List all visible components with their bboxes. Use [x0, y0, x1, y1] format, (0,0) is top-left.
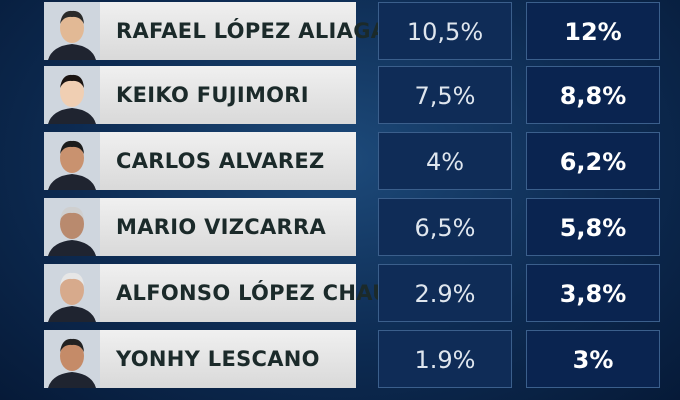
portrait: [44, 330, 100, 388]
poll-value-current: 12%: [526, 2, 660, 60]
candidate-row: MARIO VIZCARRA 6,5% 5,8%: [0, 198, 680, 256]
candidate-row: CARLOS ALVAREZ 4% 6,2%: [0, 132, 680, 190]
candidate-row: KEIKO FUJIMORI 7,5% 8,8%: [0, 66, 680, 124]
candidate-row: RAFAEL LÓPEZ ALIAGA 10,5% 12%: [0, 2, 680, 60]
candidate-photo: [44, 198, 100, 256]
poll-value-previous: 4%: [378, 132, 512, 190]
candidate-name: RAFAEL LÓPEZ ALIAGA: [100, 2, 387, 60]
candidate-photo: [44, 66, 100, 124]
portrait: [44, 264, 100, 322]
candidate-name: KEIKO FUJIMORI: [100, 66, 356, 124]
candidate-name: YONHY LESCANO: [100, 330, 356, 388]
candidate-row: ALFONSO LÓPEZ CHAU 2.9% 3,8%: [0, 264, 680, 322]
candidate-name: ALFONSO LÓPEZ CHAU: [100, 264, 389, 322]
candidate-row: YONHY LESCANO 1.9% 3%: [0, 330, 680, 388]
candidate-photo: [44, 2, 100, 60]
portrait: [44, 132, 100, 190]
candidate-name: MARIO VIZCARRA: [100, 198, 356, 256]
portrait: [44, 2, 100, 60]
poll-value-current: 3,8%: [526, 264, 660, 322]
poll-value-previous: 7,5%: [378, 66, 512, 124]
poll-value-previous: 10,5%: [378, 2, 512, 60]
poll-value-previous: 6,5%: [378, 198, 512, 256]
poll-value-current: 6,2%: [526, 132, 660, 190]
portrait: [44, 198, 100, 256]
poll-value-current: 8,8%: [526, 66, 660, 124]
portrait: [44, 66, 100, 124]
poll-value-previous: 2.9%: [378, 264, 512, 322]
poll-value-current: 5,8%: [526, 198, 660, 256]
candidate-photo: [44, 264, 100, 322]
poll-value-previous: 1.9%: [378, 330, 512, 388]
candidate-photo: [44, 330, 100, 388]
candidate-photo: [44, 132, 100, 190]
poll-value-current: 3%: [526, 330, 660, 388]
candidate-name: CARLOS ALVAREZ: [100, 132, 356, 190]
